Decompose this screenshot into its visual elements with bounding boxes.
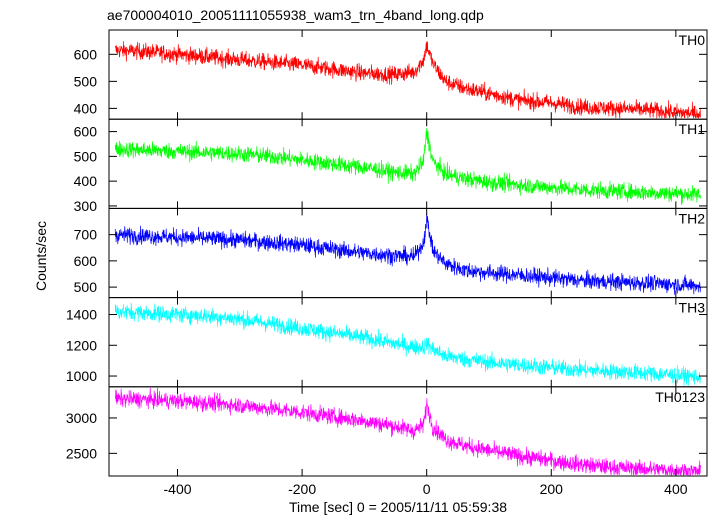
y-tick-label: 1000 [66,368,97,384]
chart-panels: 400 500 600 TH0 300 400 500 600 TH1 500 600 700 TH2 1… [66,29,708,497]
panel-label: TH0 [679,32,706,48]
y-tick-label: 600 [74,253,98,269]
series-line-th3 [114,302,701,386]
y-tick-label: 600 [74,124,98,140]
y-tick-label: 500 [74,73,98,89]
panel-th2: 500 600 700 TH2 [74,207,708,299]
series-line-th0123 [114,387,701,476]
x-tick-label: 400 [664,481,688,497]
y-tick-label: 300 [74,198,98,214]
x-axis-label: Time [sec] 0 = 2005/11/11 05:59:38 [289,499,507,515]
series-line-th1 [114,127,701,206]
panel-frame [108,386,708,477]
panel-th0123: 2500 3000 TH0123 [66,386,708,477]
y-tick-label: 400 [74,173,98,189]
x-tick-label: 200 [540,481,564,497]
panel-label: TH0123 [655,389,705,405]
panel-label: TH2 [679,210,706,226]
y-tick-label: 700 [74,227,98,243]
series-line-th2 [114,213,701,295]
y-tick-label: 600 [74,46,98,62]
series-line-th0 [114,41,701,119]
panel-th0: 400 500 600 TH0 [74,29,708,120]
chart-title: ae700004010_20051111055938_wam3_trn_4ban… [107,7,484,23]
panel-th1: 300 400 500 600 TH1 [74,118,708,214]
x-tick-label: 0 [423,481,431,497]
x-tick-label: -200 [288,481,316,497]
y-tick-label: 400 [74,100,98,116]
y-tick-label: 500 [74,279,98,295]
y-axis-label: Counts/sec [33,221,49,291]
y-tick-label: 1400 [66,307,97,323]
panel-label: TH1 [679,121,706,137]
y-tick-label: 3000 [66,410,97,426]
panel-th3: 1000 1200 1400 TH3 [66,297,708,388]
y-tick-label: 1200 [66,337,97,353]
y-tick-label: 2500 [66,445,97,461]
y-tick-label: 500 [74,148,98,164]
panel-label: TH3 [679,300,706,316]
x-tick-label: -400 [164,481,192,497]
